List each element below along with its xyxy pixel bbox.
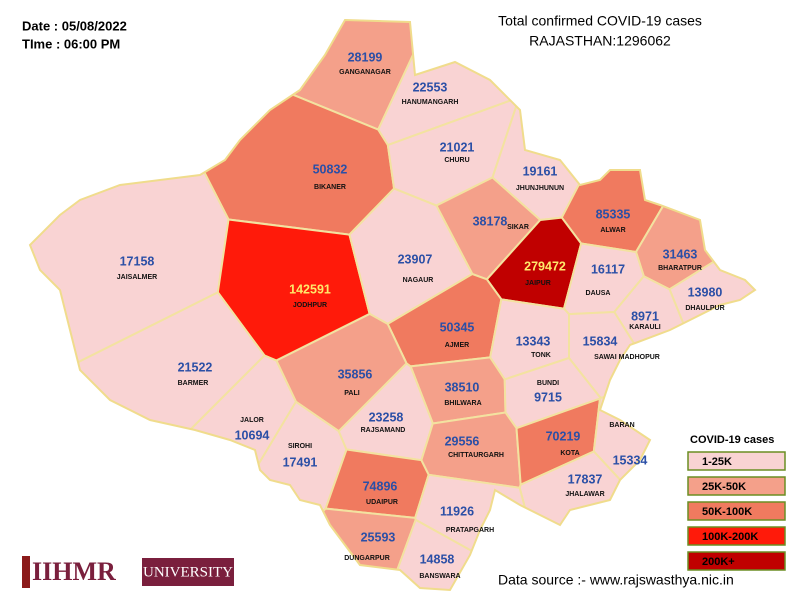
district-cases: 17158 <box>120 254 155 268</box>
district-name: BHARATPUR <box>658 265 702 272</box>
district-name: BARAN <box>609 422 634 429</box>
district-cases: 70219 <box>546 429 581 443</box>
logo-mark <box>22 556 30 588</box>
district-cases: 23258 <box>369 410 404 424</box>
district-name: NAGAUR <box>403 277 434 284</box>
district-cases: 21522 <box>178 360 213 374</box>
district-cases: 17491 <box>283 455 318 469</box>
district-cases: 31463 <box>663 247 698 261</box>
district-cases: 14858 <box>420 552 455 566</box>
legend-swatch <box>687 551 786 571</box>
district-cases: 19161 <box>523 164 558 178</box>
district-cases: 50832 <box>313 162 348 176</box>
district-cases: 38510 <box>445 380 480 394</box>
district <box>30 291 266 590</box>
district-cases: 142591 <box>289 282 331 296</box>
district-name: DAUSA <box>586 290 611 297</box>
district-cases: 16117 <box>591 262 625 276</box>
district-name: DUNGARPUR <box>344 555 390 562</box>
district-name: CHITTAURGARH <box>448 452 504 459</box>
district-name: DHAULPUR <box>685 305 724 312</box>
district-name: KARAULI <box>629 324 661 331</box>
district-name: GANGANAGAR <box>339 69 391 76</box>
district-name: BANSWARA <box>419 573 460 580</box>
district-name: RAJSAMAND <box>361 427 406 434</box>
district-name: JAISALMER <box>117 274 157 281</box>
district-name: BUNDI <box>537 380 559 387</box>
district-cases: 13980 <box>688 285 723 299</box>
district-cases: 38178 <box>473 214 508 228</box>
data-source: Data source :- www.rajswasthya.nic.in <box>498 572 734 588</box>
district-name: HANUMANGARH <box>402 99 459 106</box>
district-cases: 11926 <box>440 504 474 518</box>
district-cases: 22553 <box>413 80 448 94</box>
district-name: AJMER <box>445 342 470 349</box>
district-cases: 10694 <box>235 428 270 442</box>
district-name: TONK <box>531 352 551 359</box>
district-cases: 23907 <box>398 252 433 266</box>
logo-text: IIHMR <box>32 557 116 586</box>
district-name: SIKAR <box>507 224 529 231</box>
legend-label: 200K+ <box>702 556 735 568</box>
legend-title: COVID-19 cases <box>690 434 774 446</box>
district-cases: 8971 <box>631 309 659 323</box>
district-cases: 279472 <box>524 259 566 273</box>
logo-band <box>142 558 234 586</box>
district-cases: 85335 <box>596 207 631 221</box>
district-name: BHILWARA <box>444 400 481 407</box>
date: Date : 05/08/2022 <box>22 18 127 33</box>
logo-suffix: UNIVERSITY <box>143 564 233 580</box>
district-name: ALWAR <box>600 227 625 234</box>
legend-label: 1-25K <box>702 456 732 468</box>
legend: 1-25K 25K-50K 50K-100K 100K-200K 200K+ <box>687 451 786 571</box>
logo: IIHMR UNIVERSITY <box>22 556 234 588</box>
district-cases: 28199 <box>348 50 383 64</box>
district-name: BIKANER <box>314 184 346 191</box>
district-name: JHALAWAR <box>565 491 604 498</box>
district-name: BARMER <box>178 380 209 387</box>
legend-swatch <box>687 476 786 496</box>
legend-label: 25K-50K <box>702 481 746 493</box>
time: TIme : 06:00 PM <box>22 36 120 51</box>
district-cases: 17837 <box>568 472 603 486</box>
district-name: SIROHI <box>288 443 312 450</box>
legend-label: 100K-200K <box>702 531 758 543</box>
district-name: UDAIPUR <box>366 499 398 506</box>
district-cases: 25593 <box>361 530 396 544</box>
district-cases: 29556 <box>445 434 480 448</box>
district-name: KOTA <box>560 450 579 457</box>
legend-swatch <box>687 501 786 521</box>
district-name: PALI <box>344 390 359 397</box>
title: Total confirmed COVID-19 cases <box>498 13 702 29</box>
district-cases: 74896 <box>363 479 398 493</box>
legend-label: 50K-100K <box>702 506 752 518</box>
district-name: JAIPUR <box>525 280 551 287</box>
district-cases: 13343 <box>516 334 551 348</box>
legend-swatch <box>687 451 786 471</box>
district-cases: 21021 <box>440 140 475 154</box>
district-cases: 50345 <box>440 320 475 334</box>
district-cases: 15334 <box>613 453 648 467</box>
district-name: SAWAI MADHOPUR <box>594 354 660 361</box>
district-cases: 35856 <box>338 367 373 381</box>
state-outline <box>28 18 757 592</box>
district-name: PRATAPGARH <box>446 527 494 534</box>
district-cases: 15834 <box>583 334 618 348</box>
district-name: JHUNJHUNUN <box>516 185 564 192</box>
legend-swatch <box>687 526 786 546</box>
total: RAJASTHAN:1296062 <box>529 33 671 49</box>
district-name: CHURU <box>444 157 469 164</box>
district-name: JODHPUR <box>293 302 327 309</box>
district-name: JALOR <box>240 417 264 424</box>
district-cases: 9715 <box>534 390 562 404</box>
